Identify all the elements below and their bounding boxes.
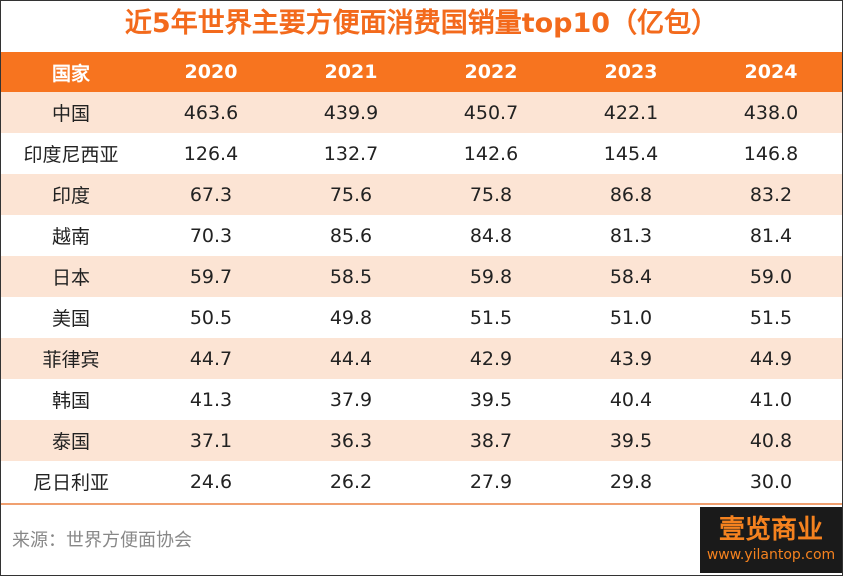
header-cell: 国家 bbox=[51, 62, 90, 85]
value-cell: 58.5 bbox=[329, 265, 373, 288]
value-cell: 126.4 bbox=[183, 142, 239, 165]
value-cell: 29.8 bbox=[609, 470, 653, 493]
value-cell: 81.3 bbox=[609, 224, 653, 247]
value-cell: 59.7 bbox=[189, 265, 233, 288]
table-row: 美国 50.5 49.8 51.5 51.0 51.5 bbox=[1, 297, 842, 338]
value-cell: 36.3 bbox=[329, 429, 373, 452]
value-cell: 83.2 bbox=[749, 183, 793, 206]
value-cell: 40.4 bbox=[609, 388, 653, 411]
header-cell: 2023 bbox=[604, 61, 658, 83]
value-cell: 41.3 bbox=[189, 388, 233, 411]
logo-name: 壹览商业 bbox=[718, 515, 823, 545]
value-cell: 43.9 bbox=[609, 347, 653, 370]
value-cell: 438.0 bbox=[743, 101, 799, 124]
title: 近5年世界主要方便面消费国销量top10（亿包） bbox=[124, 8, 719, 39]
value-cell: 30.0 bbox=[749, 470, 793, 493]
value-cell: 85.6 bbox=[329, 224, 373, 247]
value-cell: 37.1 bbox=[189, 429, 233, 452]
country-cell: 印度 bbox=[51, 185, 90, 207]
table-row: 越南 70.3 85.6 84.8 81.3 81.4 bbox=[1, 215, 842, 256]
source-note: 来源：世界方便面协会 bbox=[12, 530, 192, 551]
table-row: 泰国 37.1 36.3 38.7 39.5 40.8 bbox=[1, 420, 842, 461]
value-cell: 44.9 bbox=[749, 347, 793, 370]
header-cell: 2022 bbox=[464, 61, 518, 83]
value-cell: 41.0 bbox=[749, 388, 793, 411]
value-cell: 27.9 bbox=[469, 470, 513, 493]
value-cell: 84.8 bbox=[469, 224, 513, 247]
header-cell: 2021 bbox=[324, 61, 378, 83]
value-cell: 67.3 bbox=[189, 183, 233, 206]
value-cell: 81.4 bbox=[749, 224, 793, 247]
value-cell: 145.4 bbox=[603, 142, 659, 165]
table-row: 中国 463.6 439.9 450.7 422.1 438.0 bbox=[1, 92, 842, 133]
table-row: 印度 67.3 75.6 75.8 86.8 83.2 bbox=[1, 174, 842, 215]
value-cell: 50.5 bbox=[189, 306, 233, 329]
country-cell: 日本 bbox=[51, 267, 90, 289]
country-cell: 尼日利亚 bbox=[32, 472, 109, 494]
value-cell: 86.8 bbox=[609, 183, 653, 206]
value-cell: 40.8 bbox=[749, 429, 793, 452]
value-cell: 75.8 bbox=[469, 183, 513, 206]
value-cell: 39.5 bbox=[469, 388, 513, 411]
value-cell: 24.6 bbox=[189, 470, 233, 493]
value-cell: 58.4 bbox=[609, 265, 653, 288]
country-cell: 泰国 bbox=[51, 431, 90, 453]
country-cell: 中国 bbox=[51, 103, 90, 125]
value-cell: 70.3 bbox=[189, 224, 233, 247]
table-rule bbox=[1, 503, 842, 505]
header-cell: 2024 bbox=[744, 61, 798, 83]
value-cell: 59.0 bbox=[749, 265, 793, 288]
country-cell: 韩国 bbox=[51, 390, 90, 412]
table-row: 尼日利亚 24.6 26.2 27.9 29.8 30.0 bbox=[1, 461, 842, 502]
value-cell: 26.2 bbox=[329, 470, 373, 493]
value-cell: 463.6 bbox=[183, 101, 239, 124]
value-cell: 49.8 bbox=[329, 306, 373, 329]
value-cell: 422.1 bbox=[603, 101, 659, 124]
value-cell: 39.5 bbox=[609, 429, 653, 452]
value-cell: 142.6 bbox=[463, 142, 519, 165]
table-row: 韩国 41.3 37.9 39.5 40.4 41.0 bbox=[1, 379, 842, 420]
country-cell: 印度尼西亚 bbox=[23, 144, 119, 166]
country-cell: 美国 bbox=[51, 308, 90, 330]
value-cell: 44.7 bbox=[189, 347, 233, 370]
header-cell: 2020 bbox=[184, 61, 238, 83]
value-cell: 75.6 bbox=[329, 183, 373, 206]
country-cell: 菲律宾 bbox=[42, 349, 100, 371]
logo-url: www.yilantop.com bbox=[706, 547, 836, 563]
value-cell: 132.7 bbox=[323, 142, 379, 165]
value-cell: 44.4 bbox=[329, 347, 373, 370]
value-cell: 59.8 bbox=[469, 265, 513, 288]
value-cell: 51.0 bbox=[609, 306, 653, 329]
header-row: 国家 2020 2021 2022 2023 2024 bbox=[1, 52, 842, 92]
value-cell: 37.9 bbox=[329, 388, 373, 411]
table-row: 印度尼西亚 126.4 132.7 142.6 145.4 146.8 bbox=[1, 133, 842, 174]
table-row: 日本 59.7 58.5 59.8 58.4 59.0 bbox=[1, 256, 842, 297]
value-cell: 38.7 bbox=[469, 429, 513, 452]
table: 国家 2020 2021 2022 2023 2024 中国 463.6 439.9 450.7 4… bbox=[1, 52, 842, 502]
value-cell: 450.7 bbox=[463, 101, 519, 124]
value-cell: 146.8 bbox=[743, 142, 799, 165]
value-cell: 439.9 bbox=[323, 101, 379, 124]
country-cell: 越南 bbox=[51, 226, 90, 248]
value-cell: 51.5 bbox=[469, 306, 513, 329]
value-cell: 42.9 bbox=[469, 347, 513, 370]
logo: 壹览商业 www.yilantop.com bbox=[700, 507, 842, 573]
table-row: 菲律宾 44.7 44.4 42.9 43.9 44.9 bbox=[1, 338, 842, 379]
value-cell: 51.5 bbox=[749, 306, 793, 329]
